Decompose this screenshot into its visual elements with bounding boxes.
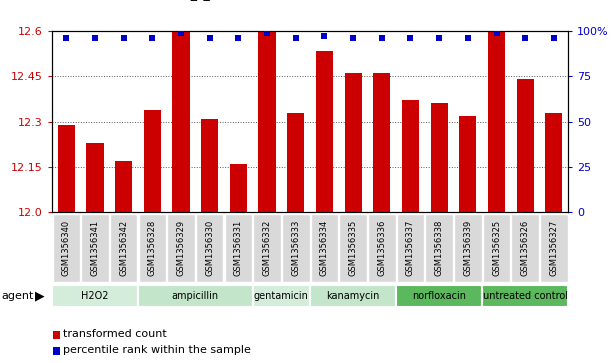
Point [90, 35, 100, 41]
Text: GSM1356335: GSM1356335 [349, 220, 357, 276]
Text: GSM1356338: GSM1356338 [434, 220, 444, 276]
FancyBboxPatch shape [53, 214, 80, 282]
Point [463, 35, 473, 41]
Text: GSM1356331: GSM1356331 [234, 220, 243, 276]
Text: GSM1356326: GSM1356326 [521, 220, 530, 276]
Bar [172, 32, 189, 212]
Point [377, 35, 387, 41]
Bar [402, 101, 419, 212]
Text: transformed count: transformed count [63, 329, 167, 339]
FancyBboxPatch shape [225, 214, 252, 282]
FancyBboxPatch shape [138, 285, 253, 307]
FancyBboxPatch shape [310, 285, 396, 307]
Point [205, 35, 214, 41]
FancyBboxPatch shape [282, 214, 310, 282]
Bar [345, 73, 362, 212]
FancyBboxPatch shape [425, 214, 453, 282]
FancyBboxPatch shape [253, 285, 310, 307]
Text: GSM1356329: GSM1356329 [177, 220, 186, 276]
Bar [517, 79, 534, 212]
Point [176, 30, 186, 36]
FancyBboxPatch shape [540, 214, 568, 282]
Bar [201, 119, 218, 212]
FancyBboxPatch shape [368, 214, 395, 282]
FancyBboxPatch shape [511, 214, 539, 282]
Text: agent: agent [2, 291, 34, 301]
Text: GSM1356334: GSM1356334 [320, 220, 329, 276]
Bar [488, 32, 505, 212]
FancyBboxPatch shape [52, 285, 138, 307]
Text: ampicillin: ampicillin [172, 291, 219, 301]
Text: ▶: ▶ [35, 290, 45, 303]
Point [434, 35, 444, 41]
Text: H2O2: H2O2 [81, 291, 109, 301]
Text: untreated control: untreated control [483, 291, 568, 301]
Text: GSM1356342: GSM1356342 [119, 220, 128, 276]
FancyBboxPatch shape [396, 285, 482, 307]
Bar [459, 115, 477, 212]
Bar [57, 125, 75, 212]
Point [147, 35, 157, 41]
Point [549, 35, 559, 41]
Text: GSM1356333: GSM1356333 [291, 220, 300, 276]
Text: GSM1356327: GSM1356327 [549, 220, 558, 276]
Bar [230, 164, 247, 212]
Text: norfloxacin: norfloxacin [412, 291, 466, 301]
FancyBboxPatch shape [110, 214, 137, 282]
FancyBboxPatch shape [139, 214, 166, 282]
Point [406, 35, 415, 41]
Text: GSM1356340: GSM1356340 [62, 220, 71, 276]
Bar [86, 143, 104, 212]
Point [492, 30, 502, 36]
Point [348, 35, 358, 41]
Text: GSM1356337: GSM1356337 [406, 220, 415, 276]
Point [119, 35, 128, 41]
FancyBboxPatch shape [310, 214, 338, 282]
Bar [373, 73, 390, 212]
FancyBboxPatch shape [397, 214, 424, 282]
Point [233, 35, 243, 41]
Text: gentamicin: gentamicin [254, 291, 309, 301]
Text: GSM1356341: GSM1356341 [90, 220, 100, 276]
FancyBboxPatch shape [81, 214, 109, 282]
Text: GSM1356328: GSM1356328 [148, 220, 157, 276]
Point [320, 33, 329, 39]
Bar [115, 161, 132, 212]
Text: GSM1356332: GSM1356332 [263, 220, 271, 276]
Text: percentile rank within the sample: percentile rank within the sample [63, 345, 251, 355]
Bar [144, 110, 161, 212]
Point [262, 30, 272, 36]
Text: GSM1356330: GSM1356330 [205, 220, 214, 276]
FancyBboxPatch shape [196, 214, 224, 282]
Bar [258, 32, 276, 212]
Bar [316, 50, 333, 212]
Bar [287, 113, 304, 212]
FancyBboxPatch shape [254, 214, 281, 282]
FancyBboxPatch shape [483, 214, 510, 282]
FancyBboxPatch shape [454, 214, 481, 282]
FancyBboxPatch shape [167, 214, 195, 282]
Point [521, 35, 530, 41]
Point [291, 35, 301, 41]
Text: kanamycin: kanamycin [326, 291, 380, 301]
Text: GSM1356339: GSM1356339 [463, 220, 472, 276]
Text: GSM1356325: GSM1356325 [492, 220, 501, 276]
Text: GSM1356336: GSM1356336 [377, 220, 386, 276]
Bar [431, 103, 448, 212]
Bar [545, 113, 563, 212]
FancyBboxPatch shape [482, 285, 568, 307]
FancyBboxPatch shape [339, 214, 367, 282]
Point [61, 35, 71, 41]
